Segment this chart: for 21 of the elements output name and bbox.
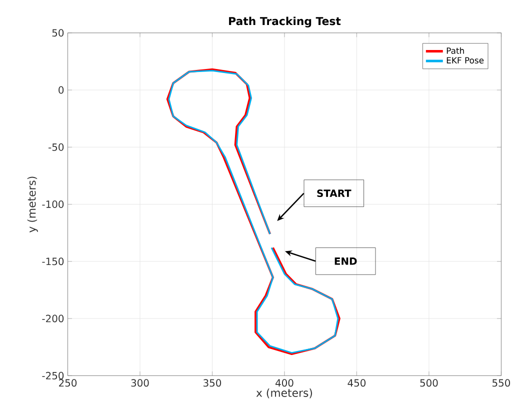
x-tick-label: 400 [275, 379, 294, 387]
x-tick-label: 500 [420, 379, 438, 387]
y-tick-label: 50 [52, 29, 64, 37]
annotation: START [317, 190, 352, 198]
y-tick-label: -200 [42, 314, 64, 323]
legend-label: Path [446, 48, 464, 54]
x-tick-label: 250 [59, 379, 77, 387]
y-tick-label: -50 [48, 144, 64, 152]
chart-title: Path Tracking Test [229, 16, 341, 28]
y-tick-label: 0 [58, 86, 64, 94]
y-tick-label: -100 [42, 200, 64, 208]
y-tick-label: -250 [42, 372, 64, 380]
x-tick-label: 300 [131, 379, 149, 387]
x-axis-title: x (meters) [256, 388, 312, 398]
y-axis-title: y (meters) [27, 176, 38, 233]
x-tick-label: 550 [492, 379, 510, 387]
legend-label: EKF Pose [446, 57, 484, 64]
x-tick-label: 450 [348, 379, 366, 387]
x-tick-label: 350 [204, 379, 222, 387]
y-tick-label: -150 [42, 258, 64, 266]
annotation: END [334, 258, 357, 266]
